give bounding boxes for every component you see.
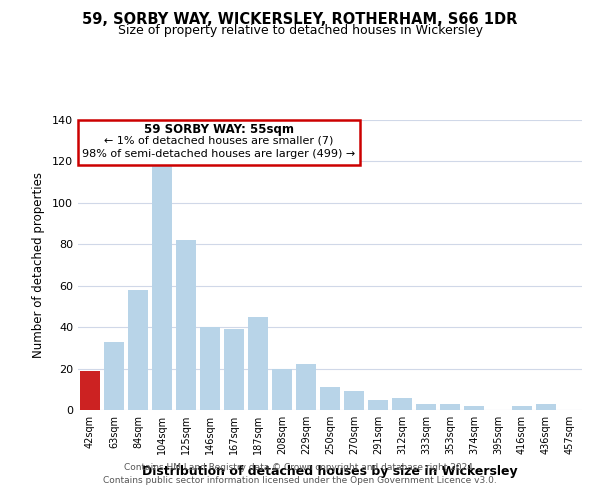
Text: Contains public sector information licensed under the Open Government Licence v3: Contains public sector information licen… (103, 476, 497, 485)
Y-axis label: Number of detached properties: Number of detached properties (32, 172, 45, 358)
Bar (128, 290, 148, 410)
Bar (248, 317, 268, 410)
Text: Size of property relative to detached houses in Wickersley: Size of property relative to detached ho… (118, 24, 482, 37)
Bar (416, 404, 436, 410)
Bar (440, 404, 460, 410)
Bar (200, 327, 220, 410)
Bar (104, 342, 124, 410)
Bar (344, 392, 364, 410)
Bar (80, 370, 100, 410)
Text: 59, SORBY WAY, WICKERSLEY, ROTHERHAM, S66 1DR: 59, SORBY WAY, WICKERSLEY, ROTHERHAM, S6… (82, 12, 518, 28)
X-axis label: Distribution of detached houses by size in Wickersley: Distribution of detached houses by size … (142, 466, 518, 478)
Text: Contains HM Land Registry data © Crown copyright and database right 2024.: Contains HM Land Registry data © Crown c… (124, 462, 476, 471)
Bar (512, 406, 532, 410)
Bar (392, 398, 412, 410)
Bar (536, 404, 556, 410)
Text: 98% of semi-detached houses are larger (499) →: 98% of semi-detached houses are larger (… (82, 149, 356, 159)
Bar (368, 400, 388, 410)
FancyBboxPatch shape (78, 120, 360, 165)
Bar (464, 406, 484, 410)
Bar (320, 387, 340, 410)
Bar (224, 329, 244, 410)
Bar (296, 364, 316, 410)
Text: 59 SORBY WAY: 55sqm: 59 SORBY WAY: 55sqm (144, 123, 294, 136)
Text: ← 1% of detached houses are smaller (7): ← 1% of detached houses are smaller (7) (104, 136, 334, 146)
Bar (176, 240, 196, 410)
Bar (272, 368, 292, 410)
Bar (152, 166, 172, 410)
